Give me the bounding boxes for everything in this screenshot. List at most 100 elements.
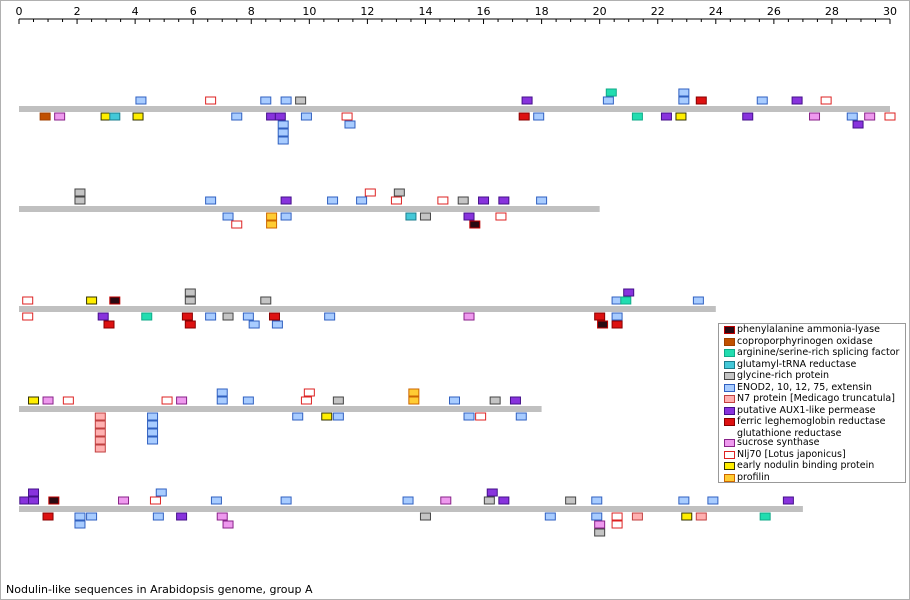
x-tick-label: 0 xyxy=(16,5,23,18)
feature-marker-nlj xyxy=(495,212,507,221)
feature-marker-fer xyxy=(594,312,606,321)
feature-marker-nlj xyxy=(437,196,449,205)
chromosome-bar xyxy=(19,506,803,512)
feature-marker-gly xyxy=(184,296,196,305)
feature-marker-sucr xyxy=(176,396,188,405)
feature-marker-enod xyxy=(248,320,260,329)
legend-item-gly: glycine-rich protein xyxy=(719,370,905,382)
feature-marker-sucr xyxy=(809,112,821,121)
feature-marker-gly xyxy=(260,296,272,305)
feature-marker-enod xyxy=(449,396,460,405)
x-tick-label: 28 xyxy=(825,5,839,18)
x-tick-label: 24 xyxy=(709,5,723,18)
feature-marker-enod xyxy=(231,112,243,121)
feature-marker-enod xyxy=(74,512,86,521)
feature-marker-pal xyxy=(109,296,121,305)
feature-marker-enod xyxy=(152,512,164,521)
feature-marker-aux xyxy=(274,112,286,121)
feature-marker-nlj xyxy=(611,512,623,521)
feature-marker-glut xyxy=(405,212,417,221)
feature-marker-enod xyxy=(402,496,414,505)
feature-marker-enod xyxy=(277,120,289,129)
legend-label-prof: profilin xyxy=(737,471,770,483)
feature-marker-n7 xyxy=(631,512,643,521)
feature-marker-aux xyxy=(28,488,40,497)
feature-marker-nlj xyxy=(149,496,161,505)
legend-item-enbp: early nodulin binding protein xyxy=(719,460,905,472)
feature-marker-sucr xyxy=(440,496,452,505)
feature-marker-enod xyxy=(242,312,254,321)
figure-caption: Nodulin-like sequences in Arabidopsis ge… xyxy=(6,583,313,596)
feature-marker-nlj xyxy=(62,396,74,405)
legend-label-nlj: Nlj70 [Lotus japonicus] xyxy=(737,448,846,460)
feature-marker-sucr xyxy=(54,112,66,121)
feature-marker-enbp xyxy=(86,296,98,305)
feature-marker-nlj xyxy=(303,388,315,397)
feature-marker-enod xyxy=(707,496,719,505)
feature-marker-enod xyxy=(222,212,234,221)
feature-marker-pal xyxy=(469,220,481,229)
feature-marker-aux xyxy=(498,496,510,505)
feature-marker-aux xyxy=(280,196,292,205)
x-tick-label: 30 xyxy=(883,5,897,18)
legend-label-pal: phenylalanine ammonia-lyase xyxy=(737,324,880,335)
feature-marker-fer xyxy=(518,112,530,121)
legend-swatch-enbp xyxy=(724,462,735,470)
feature-marker-gly xyxy=(393,188,405,197)
legend-swatch-pal xyxy=(724,326,735,334)
legend-item-copr: coproporphyrinogen oxidase xyxy=(719,336,905,348)
feature-marker-enod xyxy=(515,412,527,421)
feature-marker-pal xyxy=(48,496,60,505)
legend-label-fer: ferric leghemoglobin reductase xyxy=(737,416,886,427)
feature-marker-enod xyxy=(327,196,339,205)
feature-marker-glut xyxy=(109,112,121,121)
feature-marker-enod xyxy=(846,112,858,121)
x-tick-label: 18 xyxy=(535,5,549,18)
x-tick-label: 10 xyxy=(302,5,316,18)
feature-marker-arg xyxy=(141,312,153,321)
feature-marker-enod xyxy=(678,496,690,505)
legend-item-aux: putative AUX1-like permease xyxy=(719,405,905,417)
feature-marker-enod xyxy=(300,112,312,121)
feature-marker-nlj xyxy=(22,312,34,321)
feature-marker-enbp xyxy=(28,396,40,405)
feature-marker-enod xyxy=(280,212,292,221)
feature-marker-gly xyxy=(74,196,86,205)
legend-swatch-gly xyxy=(724,372,735,380)
feature-marker-aux xyxy=(176,512,188,521)
feature-marker-gly xyxy=(295,96,307,105)
feature-marker-n7 xyxy=(695,512,707,521)
feature-marker-gly xyxy=(222,312,234,321)
feature-marker-enod xyxy=(533,112,545,121)
feature-marker-nlj xyxy=(884,112,896,121)
legend-swatch-copr xyxy=(724,337,735,346)
legend-item-arg: arginine/serine-rich splicing factor xyxy=(719,347,905,359)
legend-item-pal: phenylalanine ammonia-lyase xyxy=(719,324,905,336)
legend-swatch-arg xyxy=(724,349,735,357)
feature-marker-enod xyxy=(242,396,254,405)
feature-marker-aux xyxy=(852,120,864,129)
feature-marker-fer xyxy=(695,96,707,105)
legend-swatch-aux xyxy=(724,406,735,415)
feature-marker-sucr xyxy=(864,112,876,121)
feature-marker-enod xyxy=(324,312,336,321)
x-tick-label: 4 xyxy=(132,5,139,18)
feature-marker-enod xyxy=(277,128,289,137)
feature-marker-enod xyxy=(591,512,603,521)
legend-item-glut: glutamyl-tRNA reductase xyxy=(719,359,905,371)
x-tick-label: 22 xyxy=(651,5,665,18)
legend-swatch-nlj xyxy=(724,450,735,459)
feature-marker-enod xyxy=(536,196,548,205)
feature-marker-fer xyxy=(103,320,115,329)
feature-marker-enod xyxy=(463,412,475,421)
feature-marker-arg xyxy=(631,112,643,121)
feature-marker-enod xyxy=(135,96,147,105)
feature-marker-enod xyxy=(147,412,159,421)
feature-marker-aux xyxy=(28,496,40,505)
feature-marker-nlj xyxy=(475,412,487,421)
feature-marker-enod xyxy=(205,312,217,321)
feature-marker-sucr xyxy=(463,312,475,321)
x-tick-label: 26 xyxy=(767,5,781,18)
feature-marker-enod xyxy=(210,496,222,505)
feature-marker-sucr xyxy=(118,496,130,505)
